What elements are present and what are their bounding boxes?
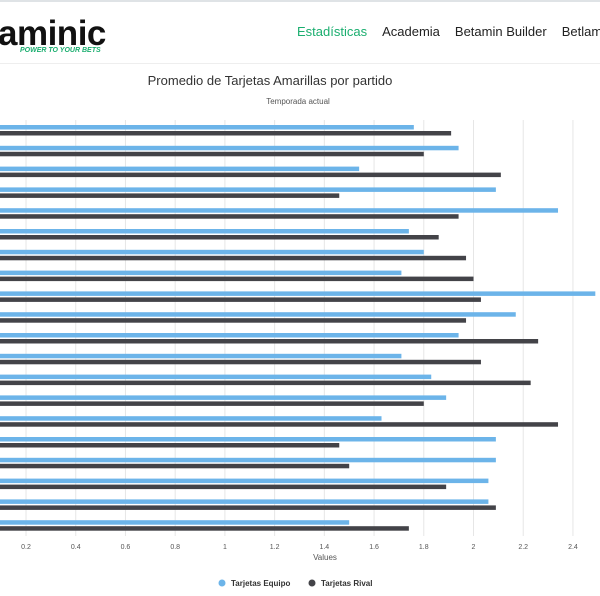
x-tick-label: 2: [472, 544, 476, 551]
bar: [0, 318, 467, 323]
bar: [0, 499, 489, 504]
bar: [0, 380, 531, 386]
bar: [0, 255, 467, 261]
bar: [0, 249, 424, 255]
bar: [0, 131, 452, 136]
x-tick-label: 0.8: [170, 544, 180, 551]
bar: [0, 395, 447, 400]
bar: [0, 193, 340, 198]
bar: [0, 229, 409, 234]
bar: [0, 125, 414, 130]
legend-marker: [218, 579, 226, 587]
bar: [0, 484, 447, 490]
bar: [0, 478, 489, 484]
bar: [0, 401, 424, 406]
x-tick-label: 0.6: [121, 544, 131, 551]
chart: Promedio de Tarjetas Amarillas por parti…: [0, 73, 596, 588]
bar: [0, 457, 496, 463]
bar: [0, 270, 402, 276]
bar: [0, 297, 481, 302]
bar: [0, 505, 496, 510]
bar: [0, 374, 432, 380]
bar: [0, 235, 439, 240]
bar: [0, 151, 424, 157]
nav-link[interactable]: Betlamp: [561, 24, 600, 39]
bar: [0, 276, 474, 282]
bar: [0, 422, 559, 427]
bar: [0, 312, 516, 317]
bar: [0, 214, 459, 219]
bar: [0, 172, 501, 178]
top-bar: aminic POWER TO YOUR BETS Estadísticas A…: [0, 0, 600, 64]
x-tick-label: 2.4: [568, 544, 578, 551]
bar: [0, 353, 402, 359]
x-tick-label: 1.8: [419, 544, 429, 551]
tagline: POWER TO YOUR BETS: [20, 47, 101, 54]
x-tick-label: 1: [223, 544, 227, 551]
bar: [0, 339, 539, 344]
bar: [0, 187, 496, 192]
chart-subtitle: Temporada actual: [266, 97, 330, 106]
x-tick-label: 2.2: [518, 544, 528, 551]
bar: [0, 526, 409, 531]
x-tick-label: 0.2: [21, 544, 31, 551]
x-tick-label: 1.4: [319, 544, 329, 551]
bar: [0, 208, 559, 213]
bar: [0, 416, 382, 421]
nav-link[interactable]: Betamin Builder: [454, 24, 547, 39]
chart-title: Promedio de Tarjetas Amarillas por parti…: [148, 73, 393, 88]
bar: [0, 443, 340, 448]
bar: [0, 520, 350, 525]
nav: Estadísticas Academia Betamin Builder Be…: [297, 24, 600, 39]
nav-link[interactable]: Academia: [382, 24, 440, 39]
bar: [0, 166, 360, 172]
bar: [0, 437, 496, 442]
legend-marker: [308, 579, 316, 587]
x-tick-label: 1.2: [270, 544, 280, 551]
x-tick-label: 0.4: [71, 544, 81, 551]
x-tick-label: 1.6: [369, 544, 379, 551]
bar: [0, 463, 350, 469]
bar: [0, 333, 459, 338]
legend-label: Tarjetas Equipo: [231, 579, 291, 588]
bar: [0, 145, 459, 151]
nav-link[interactable]: Estadísticas: [297, 24, 368, 39]
bar: [0, 359, 481, 365]
logo[interactable]: aminic: [0, 14, 106, 53]
x-axis-label: Values: [313, 553, 337, 562]
legend-label: Tarjetas Rival: [321, 579, 372, 588]
bar: [0, 291, 596, 296]
